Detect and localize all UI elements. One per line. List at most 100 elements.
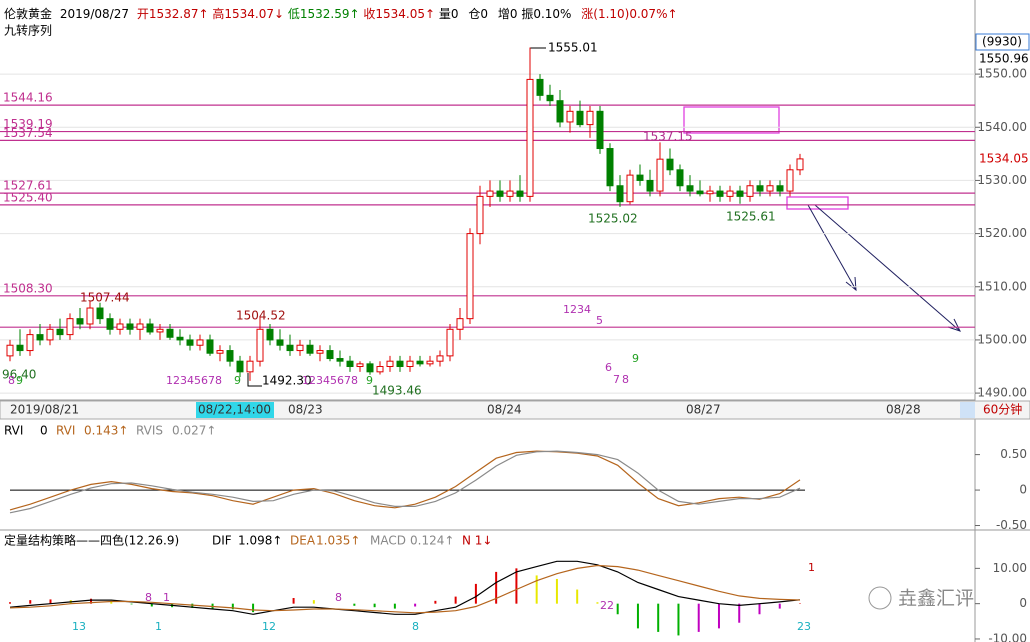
candle-body	[146, 323, 154, 333]
candle-body	[436, 355, 444, 362]
level-label: 1539.19	[3, 117, 53, 131]
candle-body	[416, 360, 424, 365]
candle-body	[566, 110, 574, 123]
candle-body	[346, 360, 354, 368]
count-label: 22	[600, 599, 614, 612]
candle-body	[286, 344, 294, 352]
n-label: N 1↓	[462, 534, 492, 548]
candle-body	[466, 233, 474, 320]
y-tick-label: 0	[1019, 483, 1027, 497]
y-tick-label: 0	[1019, 596, 1027, 610]
legend-value: 0.143↑	[84, 424, 128, 438]
header-item: 增0	[498, 7, 518, 21]
candle-body	[716, 190, 724, 197]
price-annotation: 1555.01	[548, 41, 598, 55]
candle-body	[96, 307, 104, 320]
count-label: 8	[335, 591, 342, 604]
candle-body	[246, 360, 254, 373]
price-annotation: 1504.52	[236, 309, 286, 323]
zone-box	[786, 196, 849, 210]
header-item: 仓0	[468, 7, 488, 21]
candle-body	[26, 334, 34, 352]
candle-body	[266, 328, 274, 341]
header-item: 涨(1.10)0.07%↑	[581, 6, 677, 21]
price-tag-bg	[977, 150, 1029, 167]
candle-body	[656, 158, 664, 192]
candle-body	[136, 323, 144, 330]
axis-top-label: 1550.96	[979, 52, 1029, 66]
candle-body	[166, 328, 174, 338]
candle-body	[686, 185, 694, 192]
candle-body	[626, 174, 634, 203]
scroll-handle	[960, 402, 975, 418]
candle-body	[16, 344, 24, 352]
zone-box	[683, 106, 780, 134]
line	[9, 560, 801, 615]
candle-body	[506, 190, 514, 197]
sequence-label: 7	[613, 373, 620, 386]
candle-body	[536, 78, 544, 96]
candle-body	[776, 185, 784, 192]
header: 伦敦黄金 2019/08/27 开1532.87↑ 高1534.07↓ 低153…	[4, 6, 678, 21]
count-label: 8	[412, 620, 419, 633]
candle-body	[206, 339, 214, 354]
legend-value: 1.035↑	[316, 534, 360, 548]
x-tick-label: 08/22,14:00	[198, 403, 271, 417]
candle-body	[586, 110, 594, 126]
y-tick-label: 1530.00	[977, 173, 1027, 187]
header-item: 高1534.07↓	[212, 6, 284, 21]
x-tick-label: 08/23	[288, 403, 323, 417]
header-item: 量0	[439, 7, 459, 21]
header-item: 低1532.59↑	[288, 7, 360, 21]
candle-body	[696, 190, 704, 195]
legend-name: RVI	[56, 424, 75, 438]
candle-body	[526, 78, 534, 197]
legend-value: 0.027↑	[172, 424, 216, 438]
price-annotation: 1493.46	[372, 384, 422, 398]
legend-value: 1.098↑	[238, 534, 282, 548]
level-label: 1537.54	[3, 126, 53, 140]
candle-body	[486, 190, 494, 197]
candle-body	[56, 328, 64, 336]
candle-body	[66, 318, 74, 336]
x-tick-label: 08/28	[886, 403, 921, 417]
line	[9, 564, 801, 614]
candle-body	[496, 190, 504, 197]
y-tick-label: 1490.00	[977, 386, 1027, 400]
candle-body	[546, 94, 554, 102]
candle-body	[256, 328, 264, 362]
sequence-label: 9	[16, 374, 23, 387]
candle-body	[226, 350, 234, 362]
count-label: 1	[163, 591, 170, 604]
y-tick-label: 1510.00	[977, 279, 1027, 293]
candle-body	[386, 360, 394, 368]
period: 60分钟	[983, 402, 1022, 417]
candle-body	[296, 344, 304, 352]
count-label: 23	[797, 620, 811, 633]
count-label: 12	[262, 620, 276, 633]
header-item: 振0.10%	[521, 7, 571, 21]
price-annotation: 1525.02	[588, 212, 638, 226]
y-tick-label: 1540.00	[977, 120, 1027, 134]
level-label: 1544.16	[3, 91, 53, 105]
candle-body	[356, 363, 364, 368]
panel-param: 0	[40, 424, 48, 438]
candle-body	[746, 185, 754, 197]
legend-name: DEA	[290, 534, 316, 548]
candle-body	[596, 110, 604, 150]
candle-body	[606, 148, 614, 187]
y-tick-label: 1520.00	[977, 226, 1027, 240]
candle-body	[666, 158, 674, 171]
candle-body	[476, 195, 484, 235]
candle-body	[86, 307, 94, 325]
sequence-label: 9	[632, 352, 639, 365]
code-box	[975, 33, 1030, 51]
level-label: 1527.61	[3, 179, 53, 193]
candle-body	[636, 174, 644, 181]
price-annotation: 1492.30	[262, 374, 312, 388]
candle-body	[326, 350, 334, 360]
candle-body	[276, 339, 284, 346]
x-tick-label: 08/24	[487, 403, 522, 417]
candle-body	[176, 336, 184, 341]
arrow	[814, 204, 961, 332]
